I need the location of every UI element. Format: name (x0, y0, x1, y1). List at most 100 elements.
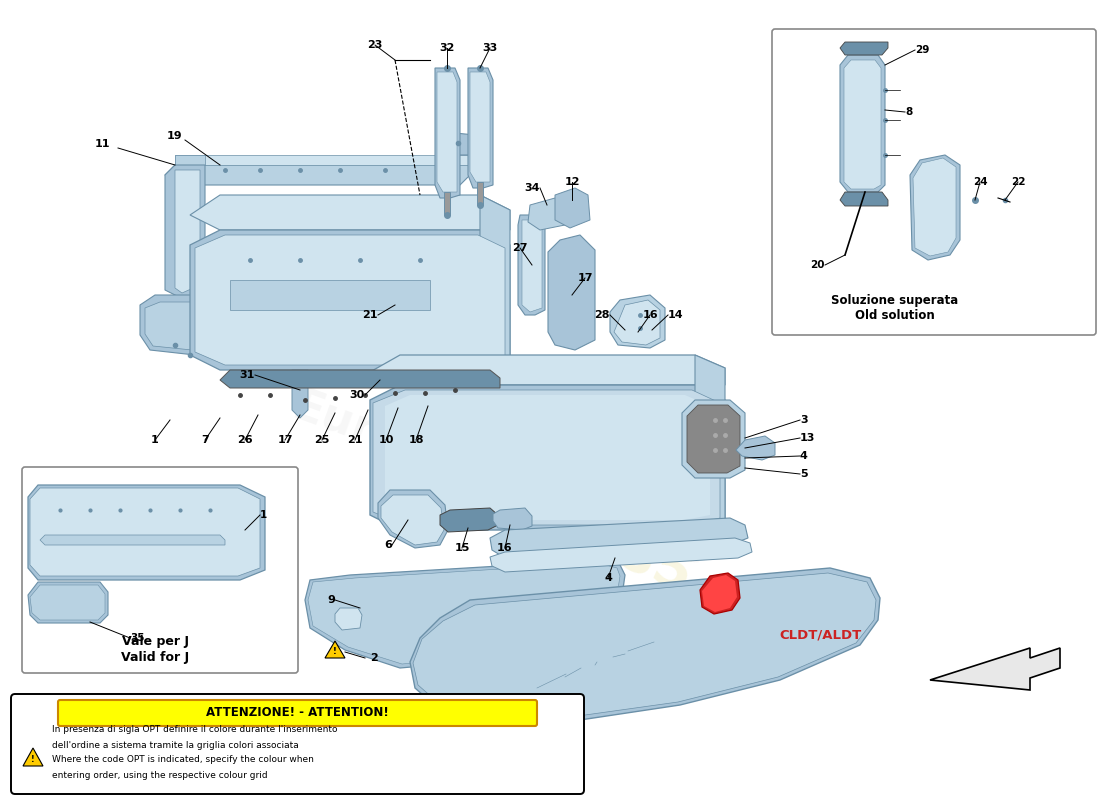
Polygon shape (440, 508, 498, 532)
Polygon shape (378, 490, 448, 548)
Text: In presenza di sigla OPT definire il colore durante l'inserimento: In presenza di sigla OPT definire il col… (52, 726, 338, 734)
Polygon shape (23, 748, 43, 766)
Polygon shape (480, 195, 510, 370)
Polygon shape (165, 165, 470, 185)
Text: entering order, using the respective colour grid: entering order, using the respective col… (52, 770, 267, 779)
Polygon shape (490, 538, 752, 572)
Text: 31: 31 (240, 370, 255, 380)
Polygon shape (336, 608, 362, 630)
Text: 8: 8 (905, 107, 912, 117)
Text: Where the code OPT is indicated, specify the colour when: Where the code OPT is indicated, specify… (52, 755, 314, 765)
Polygon shape (385, 395, 710, 520)
Polygon shape (736, 436, 776, 460)
Polygon shape (910, 155, 960, 260)
Polygon shape (695, 355, 725, 530)
Polygon shape (702, 575, 737, 612)
Text: 20: 20 (811, 260, 825, 270)
Polygon shape (305, 560, 625, 668)
Polygon shape (175, 155, 470, 165)
Polygon shape (175, 170, 200, 293)
Polygon shape (548, 235, 595, 350)
Polygon shape (40, 535, 225, 545)
Polygon shape (370, 385, 725, 530)
Text: 10: 10 (378, 435, 394, 445)
FancyBboxPatch shape (58, 700, 537, 726)
Polygon shape (324, 641, 345, 658)
Polygon shape (688, 405, 740, 473)
Text: 11: 11 (95, 139, 110, 149)
Polygon shape (840, 42, 888, 55)
Text: 29: 29 (915, 45, 930, 55)
Text: 18: 18 (408, 435, 424, 445)
Text: 17: 17 (277, 435, 293, 445)
Polygon shape (844, 60, 881, 189)
Polygon shape (308, 563, 620, 664)
Polygon shape (434, 68, 460, 198)
Polygon shape (682, 400, 745, 478)
Text: 12: 12 (564, 177, 580, 187)
Text: 4: 4 (800, 451, 807, 461)
Polygon shape (522, 220, 542, 312)
Text: passion for parts.com: passion for parts.com (319, 335, 640, 505)
Text: Vale per J: Vale per J (121, 635, 188, 649)
FancyBboxPatch shape (11, 694, 584, 794)
Polygon shape (145, 302, 210, 350)
Text: 4: 4 (604, 573, 612, 583)
Polygon shape (437, 72, 456, 192)
Text: 5: 5 (800, 469, 807, 479)
Polygon shape (381, 495, 444, 545)
Text: !: ! (333, 647, 337, 657)
Polygon shape (477, 182, 483, 205)
Text: 21: 21 (348, 435, 363, 445)
Polygon shape (930, 648, 1060, 690)
Text: 7: 7 (201, 435, 209, 445)
Text: ATTENZIONE! - ATTENTION!: ATTENZIONE! - ATTENTION! (206, 706, 388, 719)
Text: 25: 25 (315, 435, 330, 445)
Polygon shape (913, 158, 956, 256)
Polygon shape (528, 198, 565, 230)
Polygon shape (370, 355, 725, 385)
Text: Valid for J: Valid for J (121, 651, 189, 665)
Polygon shape (175, 155, 205, 165)
FancyBboxPatch shape (772, 29, 1096, 335)
Text: 35: 35 (130, 633, 144, 643)
Polygon shape (840, 192, 888, 206)
Text: EuroricambiStore: EuroricambiStore (287, 385, 713, 575)
Polygon shape (230, 280, 430, 310)
Polygon shape (700, 573, 740, 614)
Text: 2: 2 (370, 653, 377, 663)
Text: 15: 15 (454, 543, 470, 553)
Text: 28: 28 (594, 310, 610, 320)
Text: 24: 24 (972, 177, 988, 187)
Text: 23: 23 (367, 40, 383, 50)
Text: 22: 22 (1011, 177, 1025, 187)
Text: 3: 3 (800, 415, 807, 425)
Polygon shape (518, 215, 544, 315)
Polygon shape (444, 192, 450, 215)
Text: dell'ordine a sistema tramite la griglia colori associata: dell'ordine a sistema tramite la griglia… (52, 741, 299, 750)
Polygon shape (493, 508, 532, 530)
Text: 26: 26 (238, 435, 253, 445)
Text: 6: 6 (384, 540, 392, 550)
Text: Soluzione superata
Old solution: Soluzione superata Old solution (832, 294, 958, 322)
Polygon shape (410, 568, 880, 720)
Polygon shape (28, 485, 265, 580)
Polygon shape (373, 390, 720, 525)
Polygon shape (840, 55, 886, 192)
Text: 1: 1 (260, 510, 267, 520)
Polygon shape (235, 374, 496, 380)
Text: 27: 27 (513, 243, 528, 253)
Polygon shape (614, 300, 660, 345)
Polygon shape (30, 488, 260, 576)
Polygon shape (556, 188, 590, 228)
Polygon shape (220, 370, 500, 388)
Text: 32: 32 (439, 43, 454, 53)
Polygon shape (140, 295, 214, 355)
Polygon shape (470, 72, 490, 182)
Text: 1985: 1985 (539, 493, 702, 607)
Polygon shape (468, 68, 493, 188)
Polygon shape (190, 195, 510, 230)
Polygon shape (28, 582, 108, 623)
Polygon shape (438, 132, 475, 155)
Text: 19: 19 (166, 131, 182, 141)
